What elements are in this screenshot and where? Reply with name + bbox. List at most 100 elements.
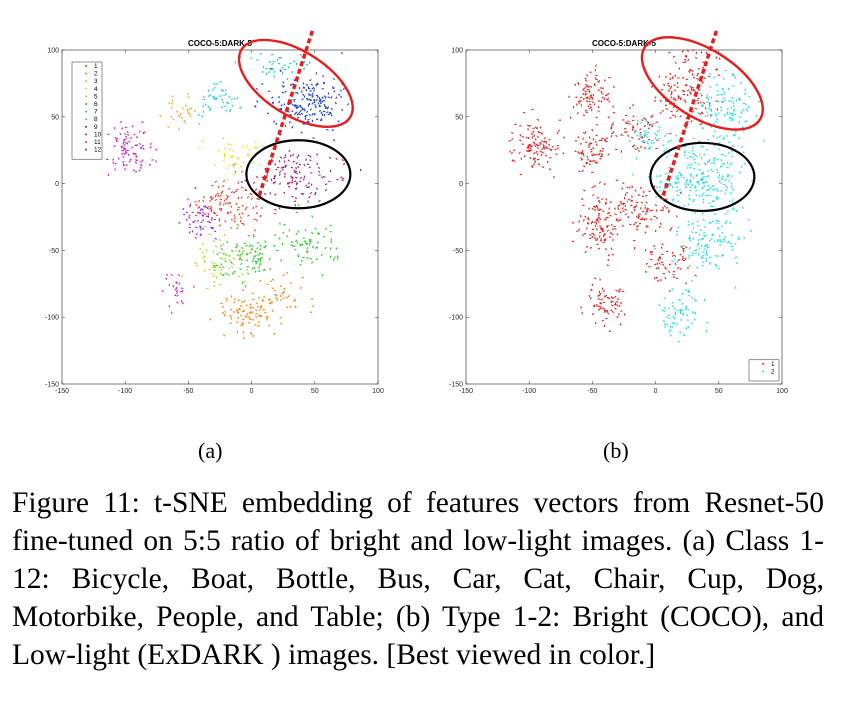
data-point (679, 331, 682, 334)
data-point (591, 194, 595, 197)
data-point (724, 192, 727, 195)
data-point (207, 212, 210, 216)
data-point (703, 298, 706, 302)
data-point (730, 162, 733, 165)
data-point (181, 106, 184, 110)
x-tick-label: -100 (118, 388, 132, 395)
data-point (207, 95, 211, 98)
data-point (726, 166, 729, 169)
data-point (252, 233, 255, 236)
data-point (584, 216, 587, 218)
data-point (551, 145, 555, 148)
data-point (733, 133, 736, 137)
data-point (701, 238, 704, 241)
data-point (582, 114, 585, 117)
data-point (271, 96, 274, 99)
data-point (217, 194, 220, 198)
data-point (229, 210, 232, 214)
data-point (686, 93, 689, 97)
data-point (305, 63, 309, 66)
data-point (591, 186, 594, 189)
data-point (317, 170, 321, 173)
data-point (294, 248, 297, 251)
data-point (220, 263, 223, 266)
data-point (232, 272, 235, 275)
data-point (686, 49, 689, 52)
data-point (259, 259, 262, 263)
data-point (716, 136, 719, 140)
data-point (740, 81, 743, 85)
data-point (612, 111, 616, 114)
data-point (691, 183, 694, 187)
data-point (315, 84, 318, 87)
data-point (234, 190, 237, 193)
data-point (731, 155, 734, 158)
data-point (591, 153, 594, 157)
data-point (218, 95, 222, 98)
data-point (589, 141, 593, 145)
data-point (588, 90, 591, 94)
data-point (633, 209, 636, 212)
data-point (650, 253, 654, 256)
data-point (642, 210, 645, 213)
data-point (240, 314, 242, 317)
data-point (675, 109, 679, 113)
data-point (309, 108, 312, 111)
legend-label: 1 (771, 361, 775, 368)
plot-a: COCO-5:DARK-5 -150 -100 -50 0 50 100 -150 -100 -5… (30, 30, 400, 410)
data-point (291, 110, 294, 113)
data-point (703, 231, 705, 235)
data-point (218, 224, 222, 227)
data-point (290, 166, 294, 169)
data-point (535, 150, 538, 154)
data-point (671, 251, 674, 255)
data-point (604, 294, 608, 297)
data-point (730, 185, 733, 188)
data-point (610, 132, 614, 135)
data-point (720, 108, 723, 112)
data-point (191, 211, 194, 214)
data-point (536, 146, 539, 150)
data-point (270, 67, 273, 70)
data-point (222, 273, 225, 276)
data-point (720, 240, 724, 243)
data-point (724, 154, 727, 157)
data-point (581, 169, 584, 173)
data-point (312, 86, 316, 90)
data-point (225, 194, 229, 197)
x-tick-label: -150 (55, 388, 69, 395)
data-point (256, 247, 259, 250)
data-point (577, 82, 580, 86)
data-point (287, 294, 290, 298)
data-point (688, 181, 692, 184)
data-point (533, 157, 537, 160)
data-point (119, 120, 123, 124)
data-point (222, 101, 225, 104)
data-point (679, 311, 682, 315)
data-point (715, 114, 718, 117)
data-point (687, 89, 690, 92)
data-point (696, 74, 699, 77)
data-point (250, 332, 253, 336)
data-point (715, 83, 718, 87)
data-point (596, 243, 599, 246)
data-point (290, 240, 294, 244)
series-8 (197, 81, 242, 118)
data-point (198, 147, 201, 149)
data-point (544, 154, 547, 157)
data-point (587, 143, 591, 147)
data-point (279, 284, 282, 288)
data-point (134, 144, 137, 147)
data-point (219, 194, 222, 197)
data-point (601, 147, 605, 150)
data-point (681, 257, 684, 261)
data-point (684, 54, 687, 57)
data-point (548, 143, 551, 146)
legend-label: 11 (94, 139, 101, 146)
data-point (259, 52, 263, 55)
data-point (705, 180, 709, 184)
data-point (228, 259, 231, 262)
data-point (256, 100, 259, 103)
data-point (687, 294, 691, 297)
data-point (132, 153, 136, 155)
